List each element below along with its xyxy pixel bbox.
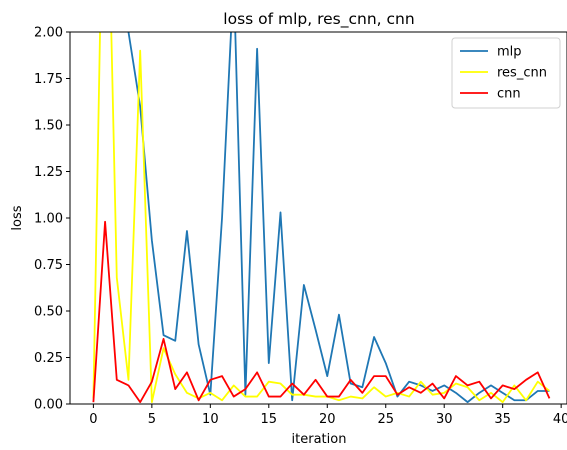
y-axis: 0.00 0.25 0.50 0.75 1.00 1.25 1.50 1.75 2.00 (34, 26, 70, 413)
x-axis: 0 5 10 15 20 25 30 35 40 (89, 404, 567, 427)
y-tick-label: 0.25 (34, 351, 63, 366)
series-layer (92, 32, 551, 404)
x-tick-label: 15 (261, 412, 278, 427)
y-axis-title: loss (10, 205, 25, 230)
chart-title: loss of mlp, res_cnn, cnn (223, 10, 414, 29)
series-line-cnn (92, 220, 551, 404)
x-tick-label: 5 (148, 412, 156, 427)
y-tick-label: 1.50 (34, 119, 63, 134)
x-tick-label: 10 (202, 412, 219, 427)
x-tick-label: 30 (436, 412, 453, 427)
x-tick-label: 0 (89, 412, 97, 427)
legend-label-cnn: cnn (497, 87, 521, 102)
y-tick-label: 0.00 (34, 398, 63, 413)
legend-label-mlp: mlp (497, 45, 522, 60)
x-axis-title: iteration (292, 432, 347, 447)
legend-box (451, 37, 561, 109)
y-tick-label: 1.00 (34, 212, 63, 227)
series-line-mlp (127, 32, 550, 404)
y-tick-label: 0.50 (34, 305, 63, 320)
x-tick-label: 40 (553, 412, 567, 427)
x-tick-label: 25 (377, 412, 394, 427)
y-tick-label: 0.75 (34, 258, 63, 273)
y-tick-label: 2.00 (34, 26, 63, 41)
y-tick-label: 1.25 (34, 165, 63, 180)
x-tick-label: 20 (319, 412, 336, 427)
y-tick-label: 1.75 (34, 72, 63, 87)
legend-label-res-cnn: res_cnn (497, 66, 547, 81)
x-tick-label: 35 (494, 412, 511, 427)
